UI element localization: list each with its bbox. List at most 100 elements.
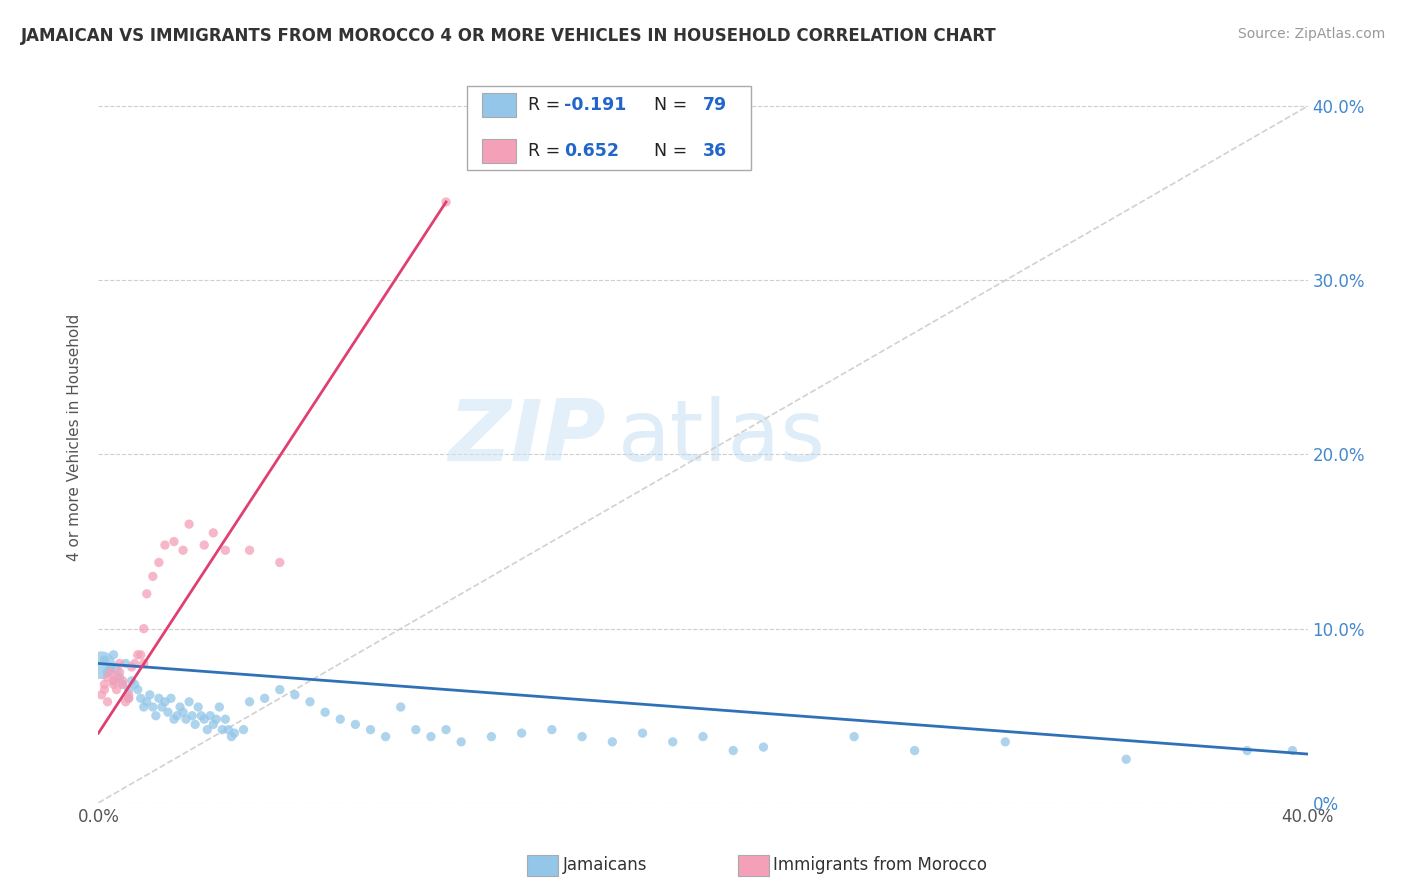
Point xyxy=(344,717,367,731)
Text: atlas: atlas xyxy=(619,395,827,479)
Point xyxy=(232,723,254,737)
Point xyxy=(994,735,1017,749)
Text: -0.191: -0.191 xyxy=(564,96,626,114)
Point xyxy=(239,543,262,558)
Point xyxy=(127,648,149,662)
Point xyxy=(111,677,134,691)
Point xyxy=(200,708,222,723)
Text: 79: 79 xyxy=(703,96,727,114)
Point xyxy=(145,708,167,723)
Point xyxy=(1281,743,1303,757)
Point xyxy=(127,682,149,697)
Point xyxy=(314,705,336,719)
Point xyxy=(100,660,122,674)
Point xyxy=(360,723,382,737)
Point xyxy=(105,664,128,678)
Point xyxy=(160,691,183,706)
Point xyxy=(166,708,188,723)
Point xyxy=(93,653,115,667)
Point xyxy=(374,730,396,744)
Text: 36: 36 xyxy=(703,142,727,160)
Point xyxy=(450,735,472,749)
Point xyxy=(221,730,243,744)
Point xyxy=(481,730,503,744)
Point xyxy=(844,730,866,744)
Point xyxy=(214,543,236,558)
Point xyxy=(105,670,128,684)
Point xyxy=(118,688,141,702)
Point xyxy=(103,648,125,662)
Point xyxy=(434,194,457,209)
Text: Source: ZipAtlas.com: Source: ZipAtlas.com xyxy=(1237,27,1385,41)
Point xyxy=(239,695,262,709)
Point xyxy=(1236,743,1258,757)
Text: N =: N = xyxy=(643,96,692,114)
Point xyxy=(163,534,186,549)
Point xyxy=(124,677,146,691)
Text: ZIP: ZIP xyxy=(449,395,606,479)
Point xyxy=(214,712,236,726)
Point xyxy=(156,705,179,719)
Text: R =: R = xyxy=(527,96,565,114)
Point xyxy=(752,740,775,755)
Point xyxy=(329,712,352,726)
Point xyxy=(202,525,225,540)
Point xyxy=(105,682,128,697)
Point xyxy=(132,622,155,636)
Point xyxy=(153,538,176,552)
Point xyxy=(103,673,125,688)
Point xyxy=(269,556,291,570)
Point xyxy=(631,726,654,740)
Point xyxy=(389,700,412,714)
Point xyxy=(129,648,152,662)
Point xyxy=(96,670,118,684)
Point xyxy=(190,708,212,723)
Point xyxy=(135,695,157,709)
Bar xyxy=(467,86,751,170)
Point xyxy=(510,726,533,740)
Point xyxy=(150,700,173,714)
Point xyxy=(193,538,215,552)
Point xyxy=(139,688,162,702)
Point xyxy=(208,700,231,714)
Point xyxy=(142,569,165,583)
Point xyxy=(205,712,228,726)
Point xyxy=(103,673,125,688)
Text: Jamaicans: Jamaicans xyxy=(562,856,647,874)
Y-axis label: 4 or more Vehicles in Household: 4 or more Vehicles in Household xyxy=(67,313,83,561)
Point xyxy=(299,695,322,709)
Point xyxy=(129,691,152,706)
Point xyxy=(195,723,218,737)
Point xyxy=(163,712,186,726)
Point xyxy=(118,691,141,706)
Point xyxy=(121,660,143,674)
Point xyxy=(108,665,131,680)
Point xyxy=(100,665,122,680)
Point xyxy=(90,658,112,673)
Point xyxy=(217,723,239,737)
Point xyxy=(124,657,146,671)
Point xyxy=(193,712,215,726)
Point xyxy=(904,743,927,757)
Point xyxy=(211,723,233,737)
Point xyxy=(692,730,714,744)
Point xyxy=(108,657,131,671)
Point xyxy=(153,695,176,709)
Point xyxy=(284,688,307,702)
Point xyxy=(132,700,155,714)
Point xyxy=(148,691,170,706)
Point xyxy=(172,543,194,558)
Point xyxy=(148,556,170,570)
Point xyxy=(103,677,125,691)
Point xyxy=(132,657,155,671)
Bar xyxy=(482,139,516,163)
Point xyxy=(108,670,131,684)
Point xyxy=(135,587,157,601)
Point xyxy=(602,735,624,749)
Point xyxy=(179,517,201,532)
Point xyxy=(96,695,118,709)
Point xyxy=(224,726,246,740)
Point xyxy=(434,723,457,737)
Point xyxy=(184,717,207,731)
Text: JAMAICAN VS IMMIGRANTS FROM MOROCCO 4 OR MORE VEHICLES IN HOUSEHOLD CORRELATION : JAMAICAN VS IMMIGRANTS FROM MOROCCO 4 OR… xyxy=(21,27,997,45)
